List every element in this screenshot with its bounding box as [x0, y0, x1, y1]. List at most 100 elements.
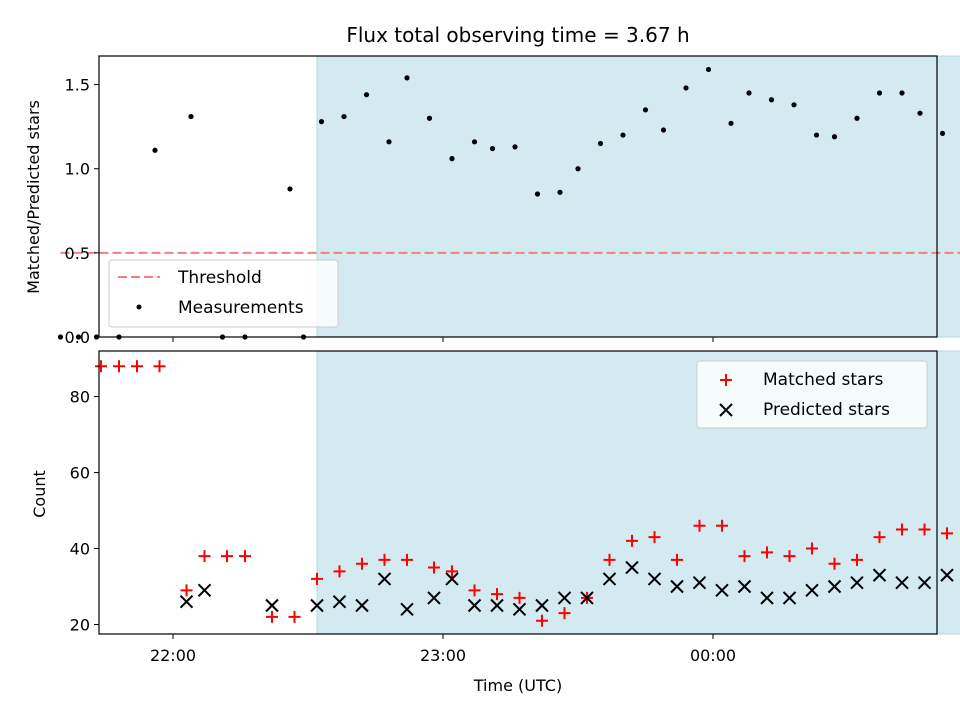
predicted-stars-point: [400, 602, 414, 617]
predicted-stars-point: [872, 568, 887, 582]
measurement-point: [831, 134, 838, 140]
predicted-stars-point: [427, 591, 441, 605]
top-y-axis-label: Matched/Predicted stars: [24, 100, 43, 294]
measurement-point: [854, 115, 860, 121]
matched-stars-point: [513, 591, 526, 604]
matched-stars-point: [918, 523, 931, 536]
matched-stars-legend-marker: [720, 374, 732, 386]
predicted-stars-point: [715, 583, 729, 598]
bottom-y-tick-label: 80: [70, 388, 90, 407]
predicted-stars-point: [760, 591, 774, 605]
matched-stars-point: [896, 523, 908, 536]
predicted-stars-point: [737, 579, 752, 594]
predicted-stars-point: [602, 572, 617, 586]
matched-stars-point: [239, 550, 251, 563]
measurement-point: [597, 140, 604, 147]
bottom-x-tick-label: 23:00: [420, 646, 466, 665]
predicted-stars-point: [625, 560, 639, 575]
top-panel-frame: [98, 55, 938, 338]
predicted-stars-point: [940, 568, 954, 582]
matched-stars-point: [783, 550, 796, 563]
matched-stars-point: [113, 360, 125, 373]
predicted-stars-point: [179, 595, 194, 609]
measurement-point: [318, 119, 325, 125]
measurement-point: [341, 113, 347, 120]
measurements-legend-label: Measurements: [178, 298, 304, 318]
matched-stars-point: [428, 561, 440, 574]
matched-stars-point: [333, 565, 346, 578]
matched-stars-point: [851, 553, 863, 566]
measurement-point: [746, 90, 752, 96]
measurement-point: [363, 92, 370, 98]
matched-stars-point: [311, 572, 323, 585]
measurement-point: [489, 145, 496, 152]
predicted-stars-point: [265, 598, 279, 613]
measurement-point: [534, 191, 541, 197]
top-panel: 0.0 0.5 1.0 1.5 Matched/Predicted stars Thr…: [24, 55, 960, 347]
predicted-stars-legend-marker: [719, 403, 733, 417]
top-y-tick-label: 0.0: [65, 328, 90, 347]
top-y-tick-label: 1.0: [65, 160, 90, 179]
matched-stars-point: [671, 553, 683, 566]
measurement-point: [683, 85, 689, 91]
matched-stars-point: [941, 527, 953, 540]
predicted-stars-point: [535, 598, 549, 613]
matched-stars-point: [536, 614, 548, 627]
matched-stars-point: [221, 550, 233, 563]
top-y-tick-label: 1.5: [65, 76, 90, 95]
predicted-stars-point: [580, 591, 594, 605]
bottom-y-tick-label: 20: [70, 616, 90, 635]
matched-stars-point: [873, 531, 886, 544]
measurement-point: [404, 75, 410, 81]
matched-stars-point: [491, 588, 503, 601]
predicted-stars-point: [647, 572, 662, 586]
measurement-point: [557, 189, 563, 195]
matched-stars-point: [738, 550, 751, 563]
matched-stars-point: [806, 542, 818, 555]
measurement-point: [449, 156, 455, 162]
matched-stars-point: [401, 553, 413, 566]
bottom-y-tick-label: 40: [70, 540, 90, 559]
bottom-panel-frame: [98, 350, 938, 635]
predicted-stars-point: [332, 595, 347, 609]
measurement-point: [813, 132, 820, 138]
predicted-stars-point: [512, 602, 527, 617]
bottom-panel-y-ticks: 20 40 60 80: [70, 388, 99, 635]
predicted-stars-point: [692, 576, 707, 590]
measurement-point: [512, 144, 518, 150]
top-panel-legend: Threshold Measurements: [108, 259, 339, 328]
measurement-point: [152, 147, 158, 153]
measurement-point: [705, 66, 712, 73]
matched-stars-point: [378, 553, 391, 566]
matched-stars-point: [131, 360, 143, 373]
predicted-stars-point: [377, 572, 392, 586]
predicted-stars-point: [827, 579, 842, 594]
matched-stars-point: [180, 584, 193, 597]
chart-title: Flux total observing time = 3.67 h: [346, 23, 689, 47]
matched-stars-legend-label: Matched stars: [763, 370, 883, 390]
matched-stars-point: [603, 553, 616, 566]
measurement-point: [620, 132, 626, 138]
measurement-point: [287, 186, 293, 192]
predicted-stars-point: [850, 576, 864, 590]
matched-stars-point: [626, 534, 638, 547]
measurement-point: [188, 113, 194, 120]
matched-stars-point: [468, 584, 481, 597]
top-panel-x-ticks: [172, 337, 714, 342]
predicted-stars-point: [197, 583, 212, 598]
measurement-point: [899, 90, 905, 96]
bottom-x-tick-label: 00:00: [690, 646, 736, 665]
matched-stars-point: [648, 531, 661, 544]
bottom-y-axis-label: Count: [30, 470, 49, 518]
matched-stars-point: [356, 557, 368, 570]
bottom-x-tick-label: 22:00: [150, 646, 196, 665]
predicted-stars-point: [490, 598, 504, 613]
matched-stars-point: [95, 360, 107, 373]
threshold-legend-label: Threshold: [177, 268, 262, 288]
predicted-stars-series: [179, 560, 954, 617]
matched-stars-point: [761, 546, 773, 559]
x-axis-label: Time (UTC): [473, 676, 562, 695]
